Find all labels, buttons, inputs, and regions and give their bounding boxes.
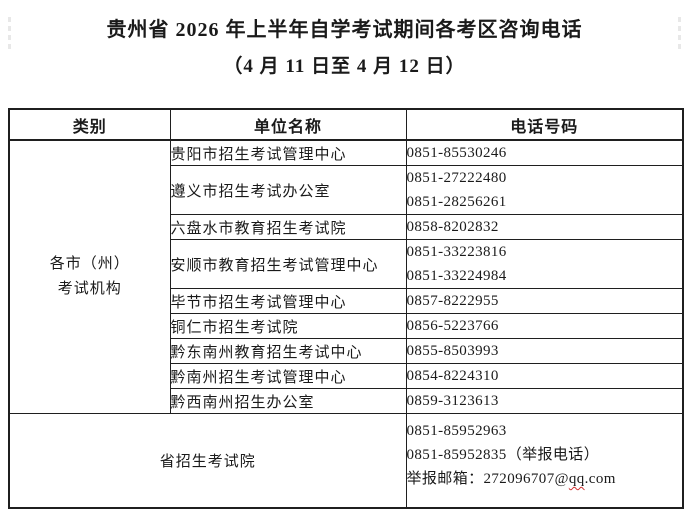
phone-cell: 0851-27222480 0851-28256261 [405, 165, 684, 215]
table-row: 黔南州招生考试管理中心 0854-8224310 [9, 363, 684, 389]
table-row-province: 省招生考试院 0851-85952963 0851-85952835（举报电话）… [8, 413, 684, 508]
category-line-2: 考试机构 [57, 281, 122, 297]
phone-table: 类别 单位名称 电话号码 各市（州） 考试机构 贵阳市招生考试管理中心 0851… [8, 108, 684, 509]
table-row: 六盘水市教育招生考试院 0858-8202832 [9, 214, 684, 240]
table-row: 毕节市招生考试管理中心 0857-8222955 [9, 288, 684, 314]
table-row: 安顺市教育招生考试管理中心 0851-33223816 0851-3322498… [9, 239, 684, 289]
phone-cell: 0851-85530246 [405, 139, 684, 166]
unit-name-cell: 六盘水市教育招生考试院 [169, 214, 407, 240]
phone-cell: 0851-33223816 0851-33224984 [405, 239, 684, 289]
table-row: 铜仁市招生考试院 0856-5223766 [9, 313, 684, 339]
header-category: 类别 [8, 108, 171, 141]
phone-line: 0851-28256261 [406, 194, 507, 210]
unit-name-cell: 铜仁市招生考试院 [169, 313, 407, 339]
report-email-prefix: 举报邮箱：272096707@ [406, 471, 569, 487]
phone-cell: 0856-5223766 [405, 313, 684, 339]
report-email-line: 举报邮箱：272096707@qq.com [407, 467, 683, 491]
table-row: 遵义市招生考试办公室 0851-27222480 0851-28256261 [9, 165, 684, 215]
header-unit-name: 单位名称 [169, 108, 407, 141]
table-row: 各市（州） 考试机构 贵阳市招生考试管理中心 0851-85530246 [8, 139, 684, 414]
header-phone-number: 电话号码 [405, 108, 684, 141]
province-unit-cell: 省招生考试院 [8, 413, 407, 508]
unit-name-cell: 安顺市教育招生考试管理中心 [169, 239, 407, 289]
header-row: 类别 单位名称 电话号码 [8, 108, 684, 141]
page-edge-artifact-right [678, 17, 681, 53]
category-cell: 各市（州） 考试机构 [8, 139, 171, 414]
page-subtitle: （4 月 11 日至 4 月 12 日） [223, 56, 466, 77]
phone-cell: 0855-8503993 [405, 338, 684, 364]
phone-cell: 0859-3123613 [405, 388, 684, 414]
phone-cell: 0857-8222955 [405, 288, 684, 314]
province-phone-cell: 0851-85952963 0851-85952835（举报电话） 举报邮箱：2… [405, 413, 684, 508]
table-row: 黔西南州招生办公室 0859-3123613 [9, 388, 684, 414]
unit-name-cell: 黔南州招生考试管理中心 [169, 363, 407, 389]
unit-name-cell: 贵阳市招生考试管理中心 [169, 139, 407, 166]
phone-line-report: 0851-85952835（举报电话） [406, 447, 600, 463]
phone-line: 0851-27222480 [406, 170, 507, 186]
page-edge-artifact-left [8, 17, 11, 53]
page-title: 贵州省 2026 年上半年自学考试期间各考区咨询电话 [106, 19, 583, 41]
report-email-domain-misspelled: qq [568, 471, 585, 487]
phone-line: 0851-85952963 [406, 423, 507, 439]
phone-cell: 0854-8224310 [405, 363, 684, 389]
unit-name-cell: 遵义市招生考试办公室 [169, 165, 407, 215]
unit-name-cell: 黔东南州教育招生考试中心 [169, 338, 407, 364]
report-email-suffix: .com [584, 471, 616, 487]
phone-line: 0851-33224984 [406, 268, 507, 284]
phone-cell: 0858-8202832 [405, 214, 684, 240]
unit-name-cell: 黔西南州招生办公室 [169, 388, 407, 414]
category-line-1: 各市（州） [49, 256, 130, 272]
unit-name-cell: 毕节市招生考试管理中心 [169, 288, 407, 314]
phone-line: 0851-33223816 [406, 244, 507, 260]
